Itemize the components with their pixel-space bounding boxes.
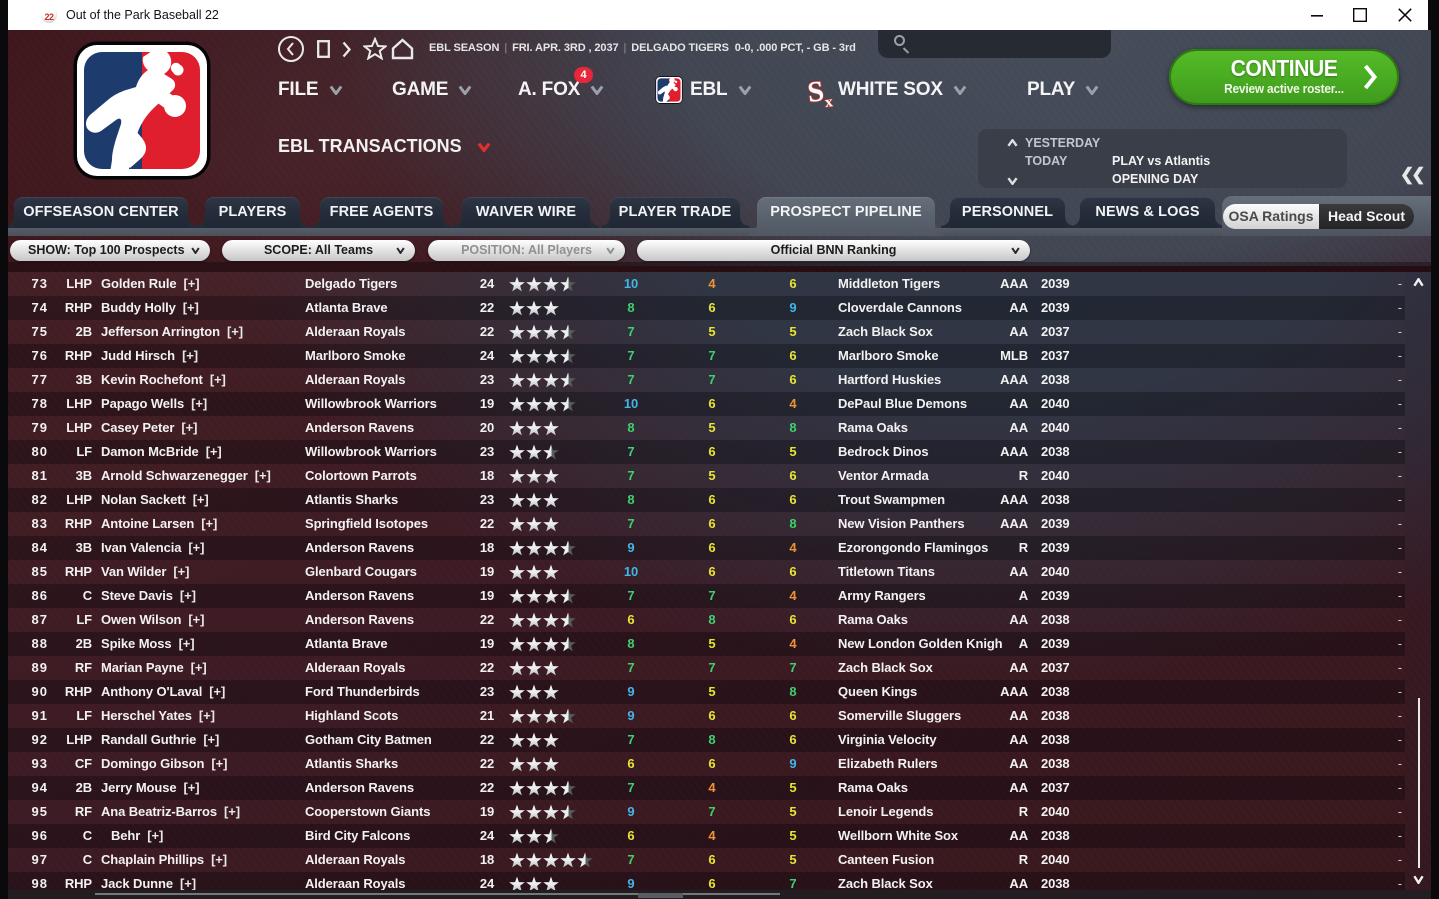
svg-text:x: x: [824, 94, 834, 111]
svg-text:S: S: [807, 75, 826, 109]
